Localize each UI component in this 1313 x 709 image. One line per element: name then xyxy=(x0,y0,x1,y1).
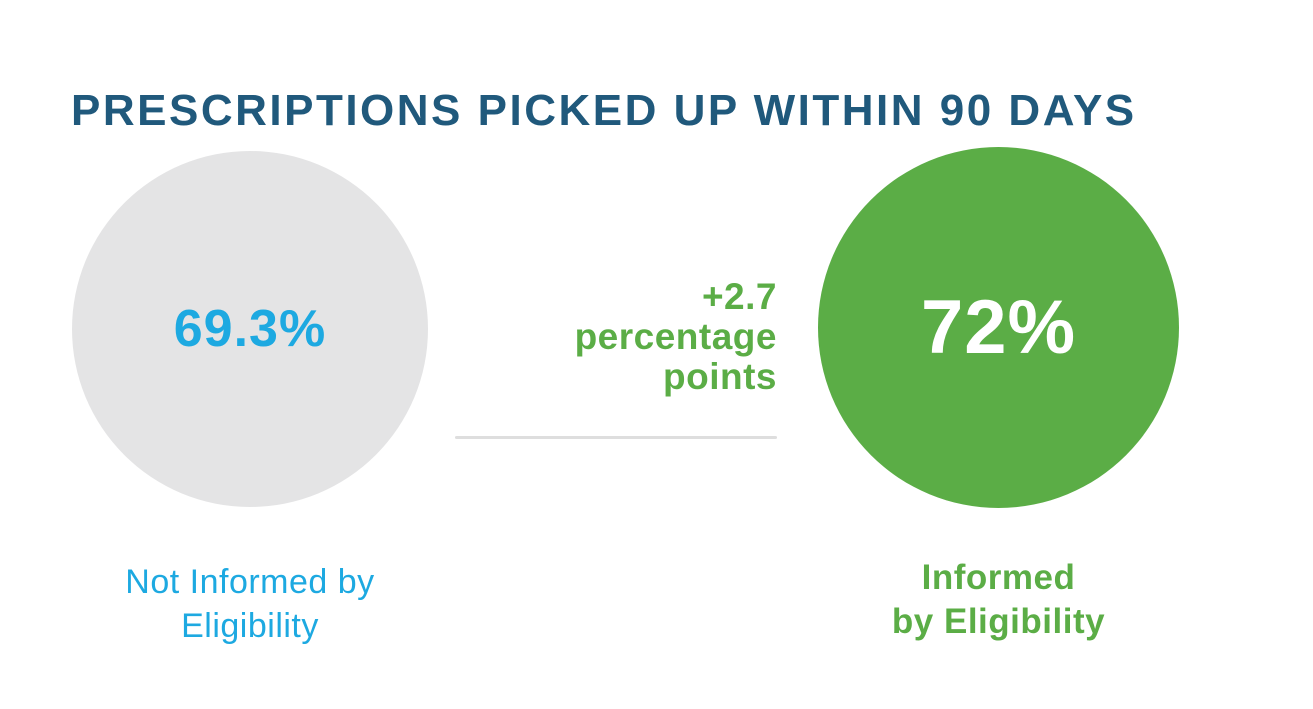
not-informed-value: 69.3% xyxy=(173,300,327,358)
chart-title: PRESCRIPTIONS PICKED UP WITHIN 90 DAYS xyxy=(71,86,1137,136)
not-informed-label: Not Informed by Eligibility xyxy=(72,560,428,648)
delta-annotation-line2: percentage xyxy=(574,316,777,357)
not-informed-label-line2: Eligibility xyxy=(181,607,319,645)
divider-line xyxy=(455,436,777,439)
informed-label-line2: by Eligibility xyxy=(891,602,1106,641)
delta-annotation: +2.7 percentage points xyxy=(440,277,777,397)
delta-annotation-line3: points xyxy=(663,356,777,397)
not-informed-circle: 69.3% xyxy=(72,151,428,507)
informed-value: 72% xyxy=(920,285,1077,370)
informed-circle: 72% xyxy=(818,147,1179,508)
not-informed-label-line1: Not Informed by xyxy=(125,563,375,601)
informed-label: Informed by Eligibility xyxy=(818,556,1179,644)
informed-label-line1: Informed xyxy=(921,558,1076,597)
delta-annotation-line1: +2.7 xyxy=(701,276,777,317)
